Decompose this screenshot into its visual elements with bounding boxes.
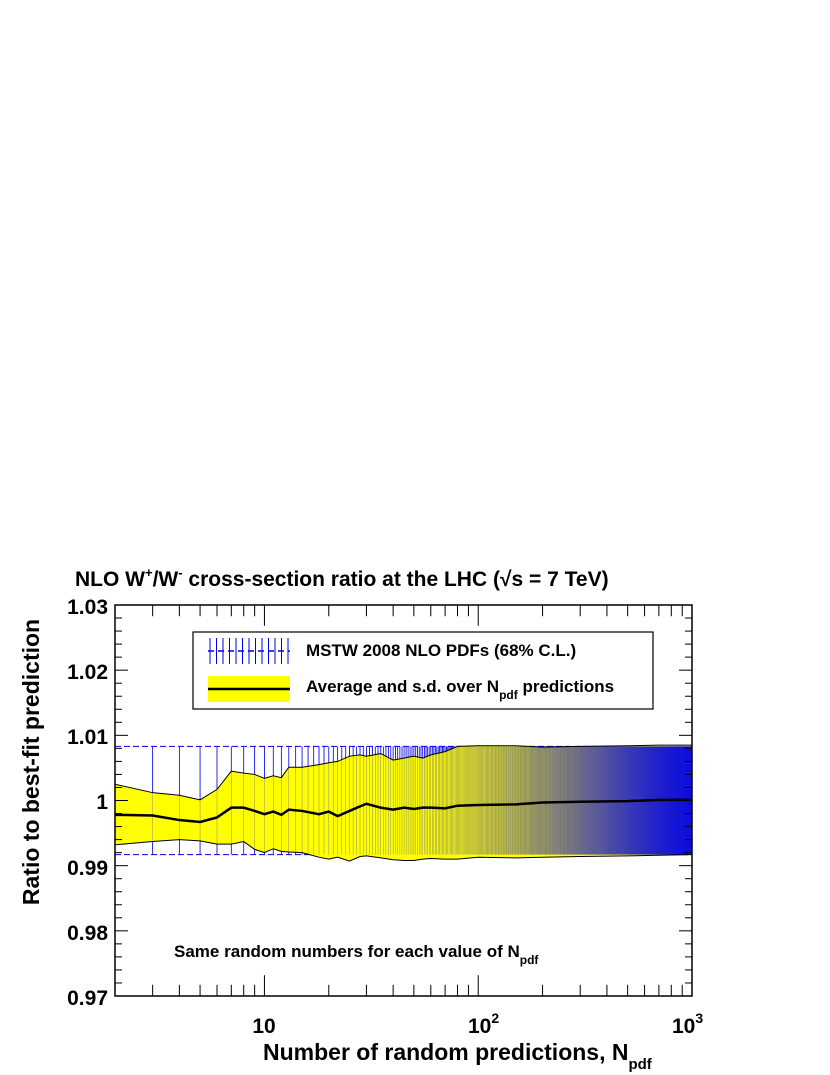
- x-tick-exp: 2: [491, 1010, 499, 1026]
- legend: MSTW 2008 NLO PDFs (68% C.L.) Average an…: [192, 631, 654, 710]
- x-axis-label-sub: pdf: [628, 1056, 652, 1073]
- average-line: [114, 798, 692, 824]
- legend-avg-sub: pdf: [499, 688, 519, 702]
- legend-avg-main: Average and s.d. over N: [306, 677, 499, 696]
- legend-avg-end: predictions: [518, 677, 614, 696]
- y-tick-label: 1.03: [67, 596, 108, 619]
- sd-band-lower-edge: [114, 839, 693, 862]
- annotation-main: Same random numbers for each value of N: [174, 942, 520, 961]
- axes: [114, 604, 693, 997]
- y-axis-label: Ratio to best-fit prediction: [18, 619, 44, 905]
- legend-mstw-symbol: [208, 638, 290, 664]
- legend-avg-label: Average and s.d. over Npdf predictions: [306, 677, 614, 702]
- y-tick-label: 1.01: [67, 726, 108, 749]
- y-tick-label: 1.02: [67, 661, 108, 684]
- x-axis-label: Number of random predictions, Npdf: [263, 1039, 653, 1073]
- x-tick-exp: 3: [695, 1010, 703, 1026]
- title-end: = 7 TeV): [523, 568, 608, 591]
- title-sqrt: √: [500, 568, 512, 591]
- x-tick-base: 10: [468, 1015, 491, 1038]
- sd-band-upper-edge: [114, 744, 692, 801]
- y-tick-label: 1: [96, 791, 108, 814]
- x-tick-base: 10: [672, 1015, 695, 1038]
- y-tick-label: 0.99: [67, 857, 108, 880]
- annotation-sub: pdf: [520, 953, 540, 967]
- title-s: s: [512, 568, 524, 591]
- sd-band-fill: [115, 745, 692, 862]
- x-tick-label-100: 102: [468, 1010, 499, 1038]
- legend-mstw-label: MSTW 2008 NLO PDFs (68% C.L.): [306, 641, 576, 660]
- y-tick-label: 0.98: [67, 922, 108, 945]
- title-rest: cross-section ratio at the LHC (: [183, 568, 500, 591]
- title-mid: /W: [153, 568, 179, 591]
- x-tick-label-1000: 103: [672, 1010, 703, 1038]
- x-tick-label-10: 10: [252, 1015, 275, 1038]
- plot-frame: [114, 604, 693, 997]
- x-axis-label-main: Number of random predictions, N: [263, 1039, 628, 1065]
- title-main: NLO W: [75, 568, 145, 591]
- y-tick-label: 0.97: [67, 987, 108, 1010]
- chart-title: NLO W+/W- cross-section ratio at the LHC…: [75, 565, 609, 591]
- title-sup-plus: +: [145, 565, 153, 580]
- annotation: Same random numbers for each value of Np…: [174, 942, 539, 967]
- average-sd-band: [114, 744, 693, 862]
- average-line-path: [114, 798, 692, 824]
- title-sup-minus: -: [178, 565, 182, 580]
